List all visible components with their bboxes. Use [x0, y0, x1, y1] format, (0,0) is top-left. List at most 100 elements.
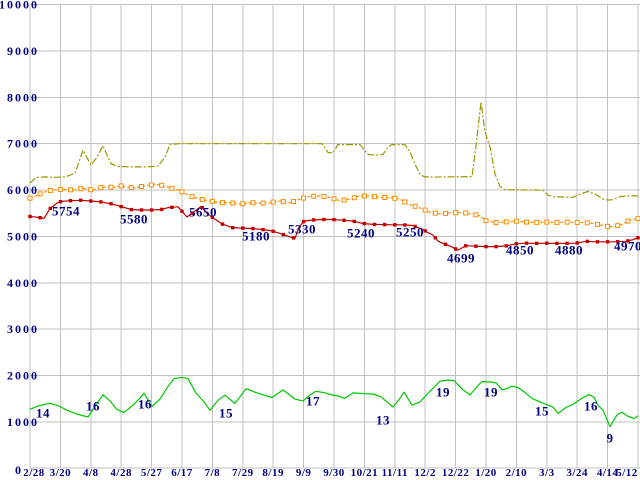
- data-point-marker: [128, 185, 134, 190]
- x-axis-tick-label: 1/20: [475, 467, 497, 479]
- data-point-marker: [555, 241, 559, 246]
- data-point-marker: [605, 240, 610, 244]
- data-point-marker: [118, 183, 124, 189]
- value-label-4970: 4970: [614, 239, 640, 254]
- data-point-marker: [322, 217, 326, 222]
- data-point-marker: [37, 191, 43, 197]
- data-point-marker: [463, 210, 469, 216]
- data-point-marker: [483, 218, 489, 224]
- data-point-marker: [635, 216, 640, 222]
- data-point-marker: [484, 244, 488, 249]
- data-point-marker: [545, 241, 549, 245]
- data-point-marker: [311, 193, 317, 199]
- data-point-marker: [240, 201, 246, 207]
- data-point-marker: [98, 185, 104, 191]
- data-point-marker: [352, 219, 356, 224]
- data-point-marker: [362, 221, 367, 226]
- data-point-marker: [220, 222, 225, 226]
- data-point-marker: [372, 222, 377, 227]
- data-point-marker: [474, 244, 478, 248]
- data-point-marker: [291, 236, 296, 240]
- data-point-marker: [453, 210, 459, 216]
- x-axis-tick-label: 2/10: [506, 467, 528, 479]
- x-axis-tick-label: 4/8: [83, 467, 99, 479]
- data-point-marker: [574, 220, 580, 225]
- y-axis-tick-label: 1000: [7, 415, 39, 429]
- data-point-marker: [169, 185, 175, 191]
- data-point-marker: [271, 229, 275, 233]
- data-point-marker: [99, 200, 103, 204]
- data-point-marker: [433, 236, 437, 240]
- value-label-4850: 4850: [506, 243, 534, 258]
- value-label-14: 14: [36, 406, 50, 421]
- x-axis-tick-label: 9/30: [323, 467, 345, 479]
- data-point-marker: [544, 219, 550, 225]
- x-axis-tick-label: 10/21: [351, 467, 379, 479]
- data-point-marker: [513, 218, 519, 224]
- y-axis-tick-label: 5000: [7, 229, 39, 243]
- data-point-marker: [209, 198, 215, 204]
- data-point-marker: [119, 204, 123, 209]
- series-line: [29, 183, 639, 228]
- y-axis-tick-label: 9000: [7, 44, 39, 58]
- value-label-5650: 5650: [189, 205, 217, 220]
- data-point-marker: [636, 236, 640, 240]
- data-point-marker: [220, 200, 225, 206]
- value-label-13: 13: [376, 413, 390, 428]
- data-point-marker: [251, 226, 255, 231]
- series-orange-dashed-squares: [27, 182, 640, 229]
- y-axis-tick-label: 2000: [7, 368, 39, 382]
- value-label-15: 15: [219, 406, 233, 421]
- data-point-marker: [464, 244, 468, 248]
- series-upper-olive-dashed: [29, 101, 638, 201]
- data-point-marker: [179, 189, 185, 195]
- data-point-marker: [626, 239, 630, 243]
- data-point-marker: [413, 224, 417, 229]
- data-point-marker: [231, 226, 235, 230]
- data-point-marker: [301, 219, 306, 224]
- value-label-5180: 5180: [242, 229, 270, 244]
- data-point-marker: [554, 219, 560, 225]
- data-point-marker: [524, 219, 529, 225]
- x-axis-tick-label: 12/2: [414, 467, 436, 479]
- data-point-marker: [312, 218, 316, 222]
- series-dark-red-solid-squares: [28, 198, 640, 251]
- data-point-marker: [27, 195, 33, 201]
- value-label-5580: 5580: [120, 212, 148, 227]
- data-point-marker: [78, 186, 84, 192]
- x-axis-tick-label: 8/19: [262, 467, 284, 479]
- data-point-marker: [57, 186, 63, 192]
- data-point-marker: [392, 195, 398, 201]
- x-axis-tick-label: 3/24: [566, 467, 588, 479]
- data-point-marker: [332, 217, 336, 222]
- data-point-marker: [291, 199, 296, 204]
- data-point-marker: [79, 198, 83, 202]
- data-point-marker: [261, 227, 265, 232]
- value-label-5240: 5240: [347, 226, 375, 241]
- y-axis-labels: 1000090008000700060005000400030002000100…: [0, 0, 39, 477]
- x-axis-tick-label: 3/20: [50, 467, 72, 479]
- data-point-marker: [68, 199, 73, 203]
- data-point-marker: [361, 193, 367, 199]
- x-axis-tick-label: 5/27: [141, 467, 163, 479]
- x-axis-tick-label: 3/3: [539, 467, 555, 479]
- data-point-marker: [58, 200, 63, 204]
- data-point-marker: [625, 218, 631, 224]
- grid-lines: [29, 4, 640, 469]
- data-point-marker: [160, 207, 164, 212]
- data-point-marker: [241, 226, 245, 230]
- data-point-marker: [280, 199, 286, 205]
- y-axis-tick-label: 7000: [7, 137, 39, 151]
- data-point-marker: [432, 210, 438, 216]
- series-green-solid: [29, 376, 639, 428]
- data-point-marker: [514, 242, 519, 246]
- data-point-marker: [473, 212, 479, 218]
- x-axis-tick-label: 9/9: [296, 467, 312, 479]
- data-point-marker: [149, 182, 155, 188]
- data-point-marker: [584, 220, 590, 226]
- y-axis-tick-label: 0: [15, 463, 23, 477]
- data-point-marker: [585, 239, 589, 244]
- data-point-marker: [575, 241, 579, 245]
